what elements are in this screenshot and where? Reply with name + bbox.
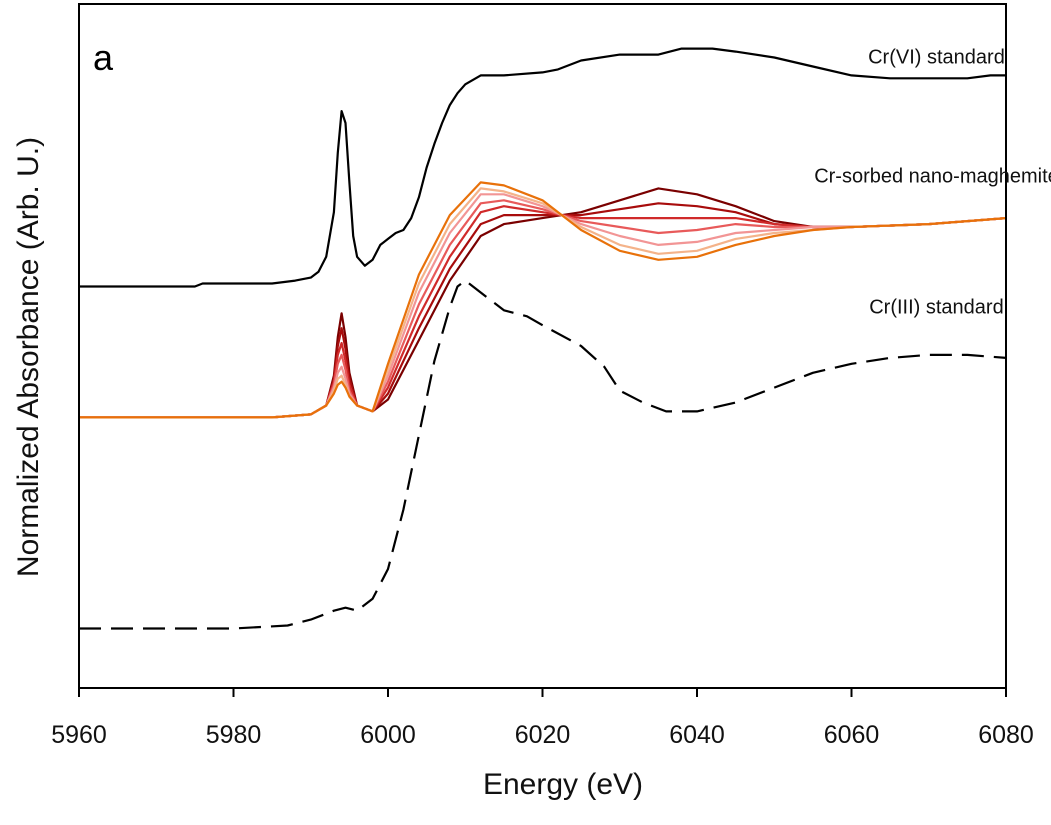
x-axis-label: Energy (eV) bbox=[483, 768, 643, 801]
annotation-cr-iii-standard: Cr(III) standard bbox=[869, 296, 1003, 318]
annotations: Cr(VI) standard Cr-sorbed nano-maghemite C… bbox=[814, 46, 1051, 318]
series-line-cr-sorbed-nano-maghemite-7 bbox=[79, 181, 1007, 419]
plot-frame bbox=[78, 3, 1007, 689]
annotation-cr-vi-standard: Cr(VI) standard bbox=[868, 46, 1005, 68]
series-line-cr-sorbed-nano-maghemite-6 bbox=[79, 187, 1007, 419]
annotation-cr-sorbed-nano-maghemite: Cr-sorbed nano-maghemite bbox=[814, 165, 1051, 187]
series-line-cr-iii-standard bbox=[79, 279, 1007, 630]
series-line-cr-sorbed-nano-maghemite-5 bbox=[79, 193, 1007, 419]
panel-label: a bbox=[93, 37, 114, 78]
x-tick-label: 5980 bbox=[206, 721, 262, 749]
series-layer bbox=[79, 47, 1007, 630]
x-tick-label: 6060 bbox=[824, 721, 880, 749]
x-tick-label: 6000 bbox=[360, 721, 416, 749]
x-tick-label: 6040 bbox=[669, 721, 725, 749]
series-line-cr-sorbed-nano-maghemite-2 bbox=[79, 202, 1007, 419]
y-axis-label: Normalized Absorbance (Arb. U.) bbox=[12, 137, 45, 577]
series-line-cr-sorbed-nano-maghemite-1 bbox=[79, 187, 1007, 419]
x-tick-label: 6080 bbox=[978, 721, 1034, 749]
series-line-cr-vi-standard bbox=[79, 47, 1006, 288]
x-tick-label: 6020 bbox=[515, 721, 571, 749]
series-line-cr-sorbed-nano-maghemite-3 bbox=[79, 205, 1007, 419]
x-axis-ticks: 5960 5980 6000 6020 6040 6060 6080 bbox=[51, 688, 1034, 749]
x-tick-label: 5960 bbox=[51, 721, 107, 749]
series-line-cr-sorbed-nano-maghemite-4 bbox=[79, 199, 1007, 419]
